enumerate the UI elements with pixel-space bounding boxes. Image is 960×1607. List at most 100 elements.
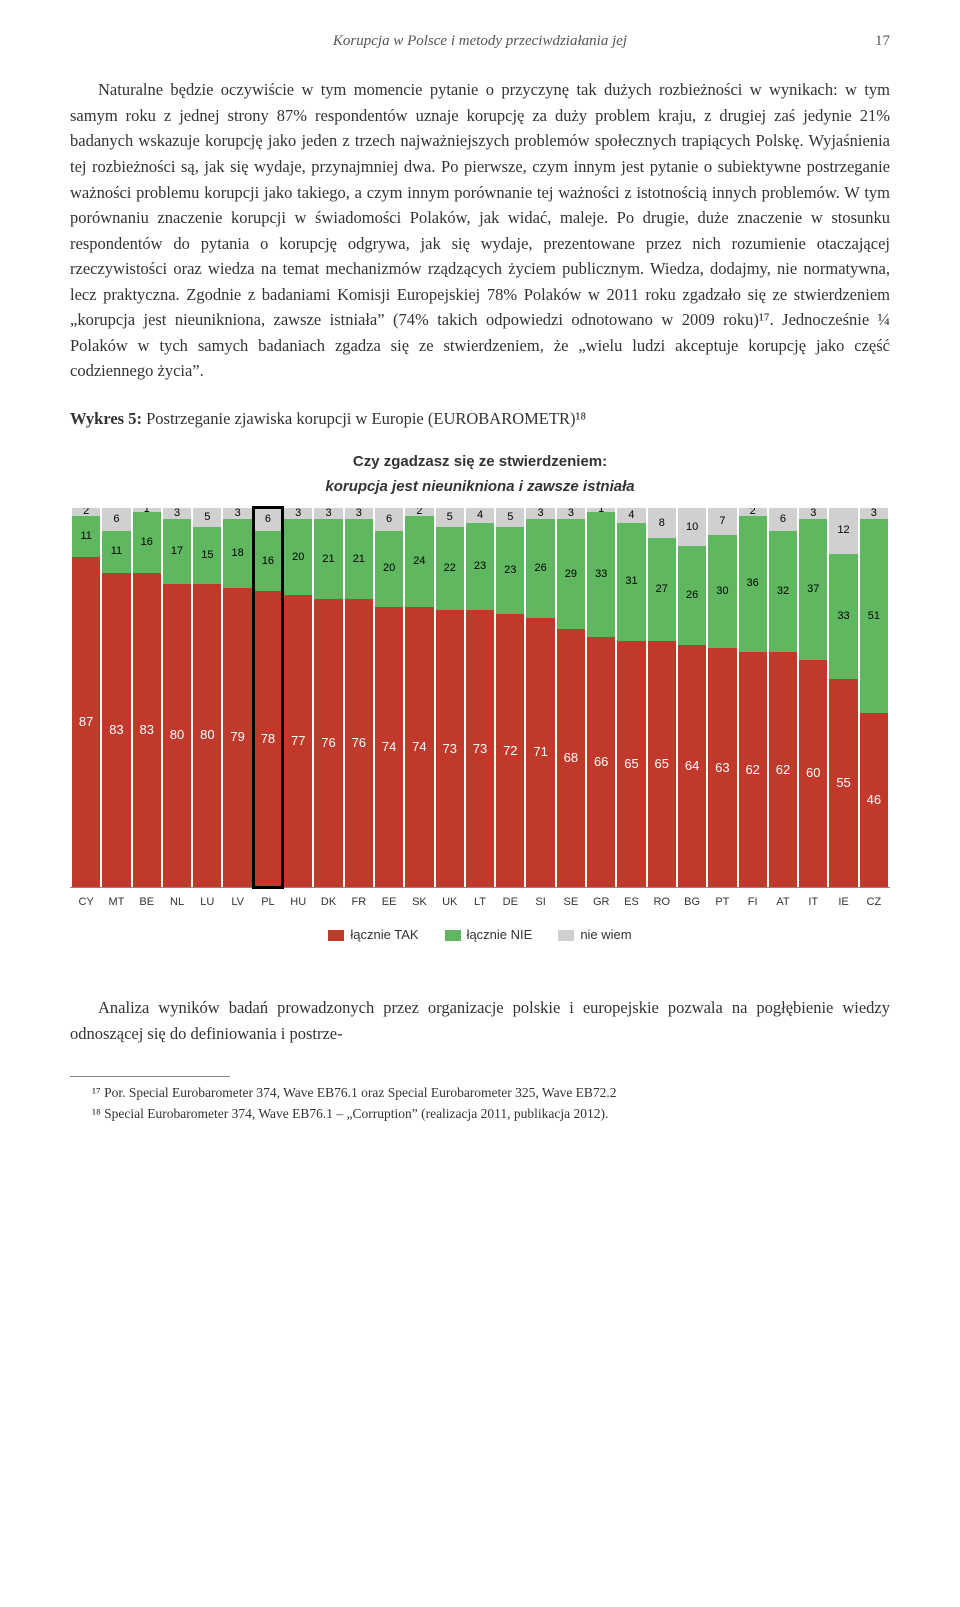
bar-es: 43165 [617, 508, 645, 887]
bar-seg-dk: 6 [102, 508, 130, 531]
bar-hu: 32077 [284, 508, 312, 887]
bar-mt: 61183 [102, 508, 130, 887]
figure-label: Wykres 5: [70, 409, 142, 428]
bar-seg-no: 21 [314, 519, 342, 599]
bar-fr: 32176 [345, 508, 373, 887]
bar-uk: 52273 [436, 508, 464, 887]
bar-seg-dk: 3 [163, 508, 191, 519]
bar-seg-yes: 80 [163, 584, 191, 887]
bar-seg-dk: 3 [345, 508, 373, 519]
bar-seg-no: 26 [678, 546, 706, 645]
axis-label-lu: LU [193, 894, 221, 911]
bar-seg-dk: 6 [769, 508, 797, 531]
bar-seg-yes: 80 [193, 584, 221, 887]
bar-si: 32671 [526, 508, 554, 887]
analysis-paragraph: Analiza wyników badań prowadzonych przez… [70, 995, 890, 1046]
bar-it: 33760 [799, 508, 827, 887]
axis-label-bg: BG [678, 894, 706, 911]
bar-pl: 61678 [254, 508, 282, 887]
bar-cz: 35146 [860, 508, 888, 887]
bar-seg-dk: 3 [860, 508, 888, 519]
bar-ee: 62074 [375, 508, 403, 887]
legend-label-no: łącznie NIE [467, 925, 533, 945]
footnote-rule [70, 1076, 230, 1077]
bar-fi: 23662 [739, 508, 767, 887]
axis-label-cz: CZ [860, 894, 888, 911]
chart-title-line-2: korupcja jest nieunikniona i zawsze istn… [70, 475, 890, 498]
bar-seg-yes: 83 [102, 573, 130, 888]
axis-label-pt: PT [708, 894, 736, 911]
bar-seg-dk: 2 [739, 508, 767, 516]
body-paragraph: Naturalne będzie oczywiście w tym momenc… [70, 77, 890, 384]
bar-pt: 73063 [708, 508, 736, 887]
bar-seg-no: 36 [739, 516, 767, 652]
bar-ro: 82765 [648, 508, 676, 887]
legend-swatch-no [445, 930, 461, 941]
bar-seg-yes: 76 [314, 599, 342, 887]
axis-label-cy: CY [72, 894, 100, 911]
bar-seg-dk: 5 [496, 508, 524, 527]
bar-seg-no: 33 [829, 554, 857, 679]
bar-seg-yes: 60 [799, 660, 827, 887]
bar-seg-no: 16 [133, 512, 161, 573]
bar-seg-yes: 68 [557, 629, 585, 887]
bar-seg-yes: 46 [860, 713, 888, 887]
bar-seg-dk: 7 [708, 508, 736, 535]
bar-seg-yes: 72 [496, 614, 524, 887]
bar-seg-yes: 66 [587, 637, 615, 887]
bar-seg-no: 27 [648, 538, 676, 640]
axis-label-gr: GR [587, 894, 615, 911]
bar-seg-no: 30 [708, 535, 736, 649]
bar-seg-dk: 5 [193, 508, 221, 527]
running-header: Korupcja w Polsce i metody przeciwdziała… [70, 30, 890, 53]
bar-sk: 22474 [405, 508, 433, 887]
bar-seg-no: 11 [102, 531, 130, 573]
bar-seg-dk: 4 [617, 508, 645, 523]
axis-label-ee: EE [375, 894, 403, 911]
legend-item-yes: łącznie TAK [328, 925, 418, 945]
chart-container: Czy zgadzasz się ze stwierdzeniem: korup… [70, 450, 890, 946]
bar-seg-yes: 74 [375, 607, 403, 887]
bar-seg-dk: 3 [314, 508, 342, 519]
axis-label-dk: DK [314, 894, 342, 911]
legend-item-dk: nie wiem [558, 925, 631, 945]
bar-seg-no: 11 [72, 516, 100, 558]
bar-bg: 102664 [678, 508, 706, 887]
bar-seg-no: 22 [436, 527, 464, 610]
bar-dk: 32176 [314, 508, 342, 887]
axis-label-at: AT [769, 894, 797, 911]
footnote-17: ¹⁷ Por. Special Eurobarometer 374, Wave … [70, 1083, 890, 1103]
bar-seg-yes: 63 [708, 648, 736, 887]
axis-label-pl: PL [254, 894, 282, 911]
bar-seg-yes: 76 [345, 599, 373, 887]
bar-seg-no: 18 [223, 519, 251, 587]
bar-cy: 21187 [72, 508, 100, 887]
axis-label-lv: LV [223, 894, 251, 911]
bar-se: 32968 [557, 508, 585, 887]
chart-title-line-1: Czy zgadzasz się ze stwierdzeniem: [70, 450, 890, 473]
axis-label-es: ES [617, 894, 645, 911]
bar-seg-yes: 71 [526, 618, 554, 887]
bar-seg-dk: 2 [405, 508, 433, 516]
bar-seg-no: 17 [163, 519, 191, 583]
axis-label-ro: RO [648, 894, 676, 911]
bar-lv: 31879 [223, 508, 251, 887]
bar-seg-yes: 62 [739, 652, 767, 887]
bar-seg-yes: 65 [617, 641, 645, 887]
bar-seg-dk: 8 [648, 508, 676, 538]
bar-seg-no: 16 [254, 531, 282, 592]
bar-seg-no: 33 [587, 512, 615, 637]
bar-seg-no: 32 [769, 531, 797, 652]
bar-be: 11683 [133, 508, 161, 887]
chart-category-axis: CYMTBENLLULVPLHUDKFREESKUKLTDESISEGRESRO… [70, 888, 890, 911]
bar-seg-dk: 12 [829, 508, 857, 553]
bar-seg-dk: 3 [284, 508, 312, 519]
bar-seg-yes: 64 [678, 645, 706, 888]
legend-swatch-yes [328, 930, 344, 941]
bar-seg-yes: 78 [254, 591, 282, 887]
axis-label-de: DE [496, 894, 524, 911]
chart-bars-area: 2118761183116833178051580318796167832077… [70, 508, 890, 888]
bar-seg-no: 21 [345, 519, 373, 599]
page-number: 17 [875, 30, 890, 53]
bar-seg-yes: 79 [223, 588, 251, 887]
